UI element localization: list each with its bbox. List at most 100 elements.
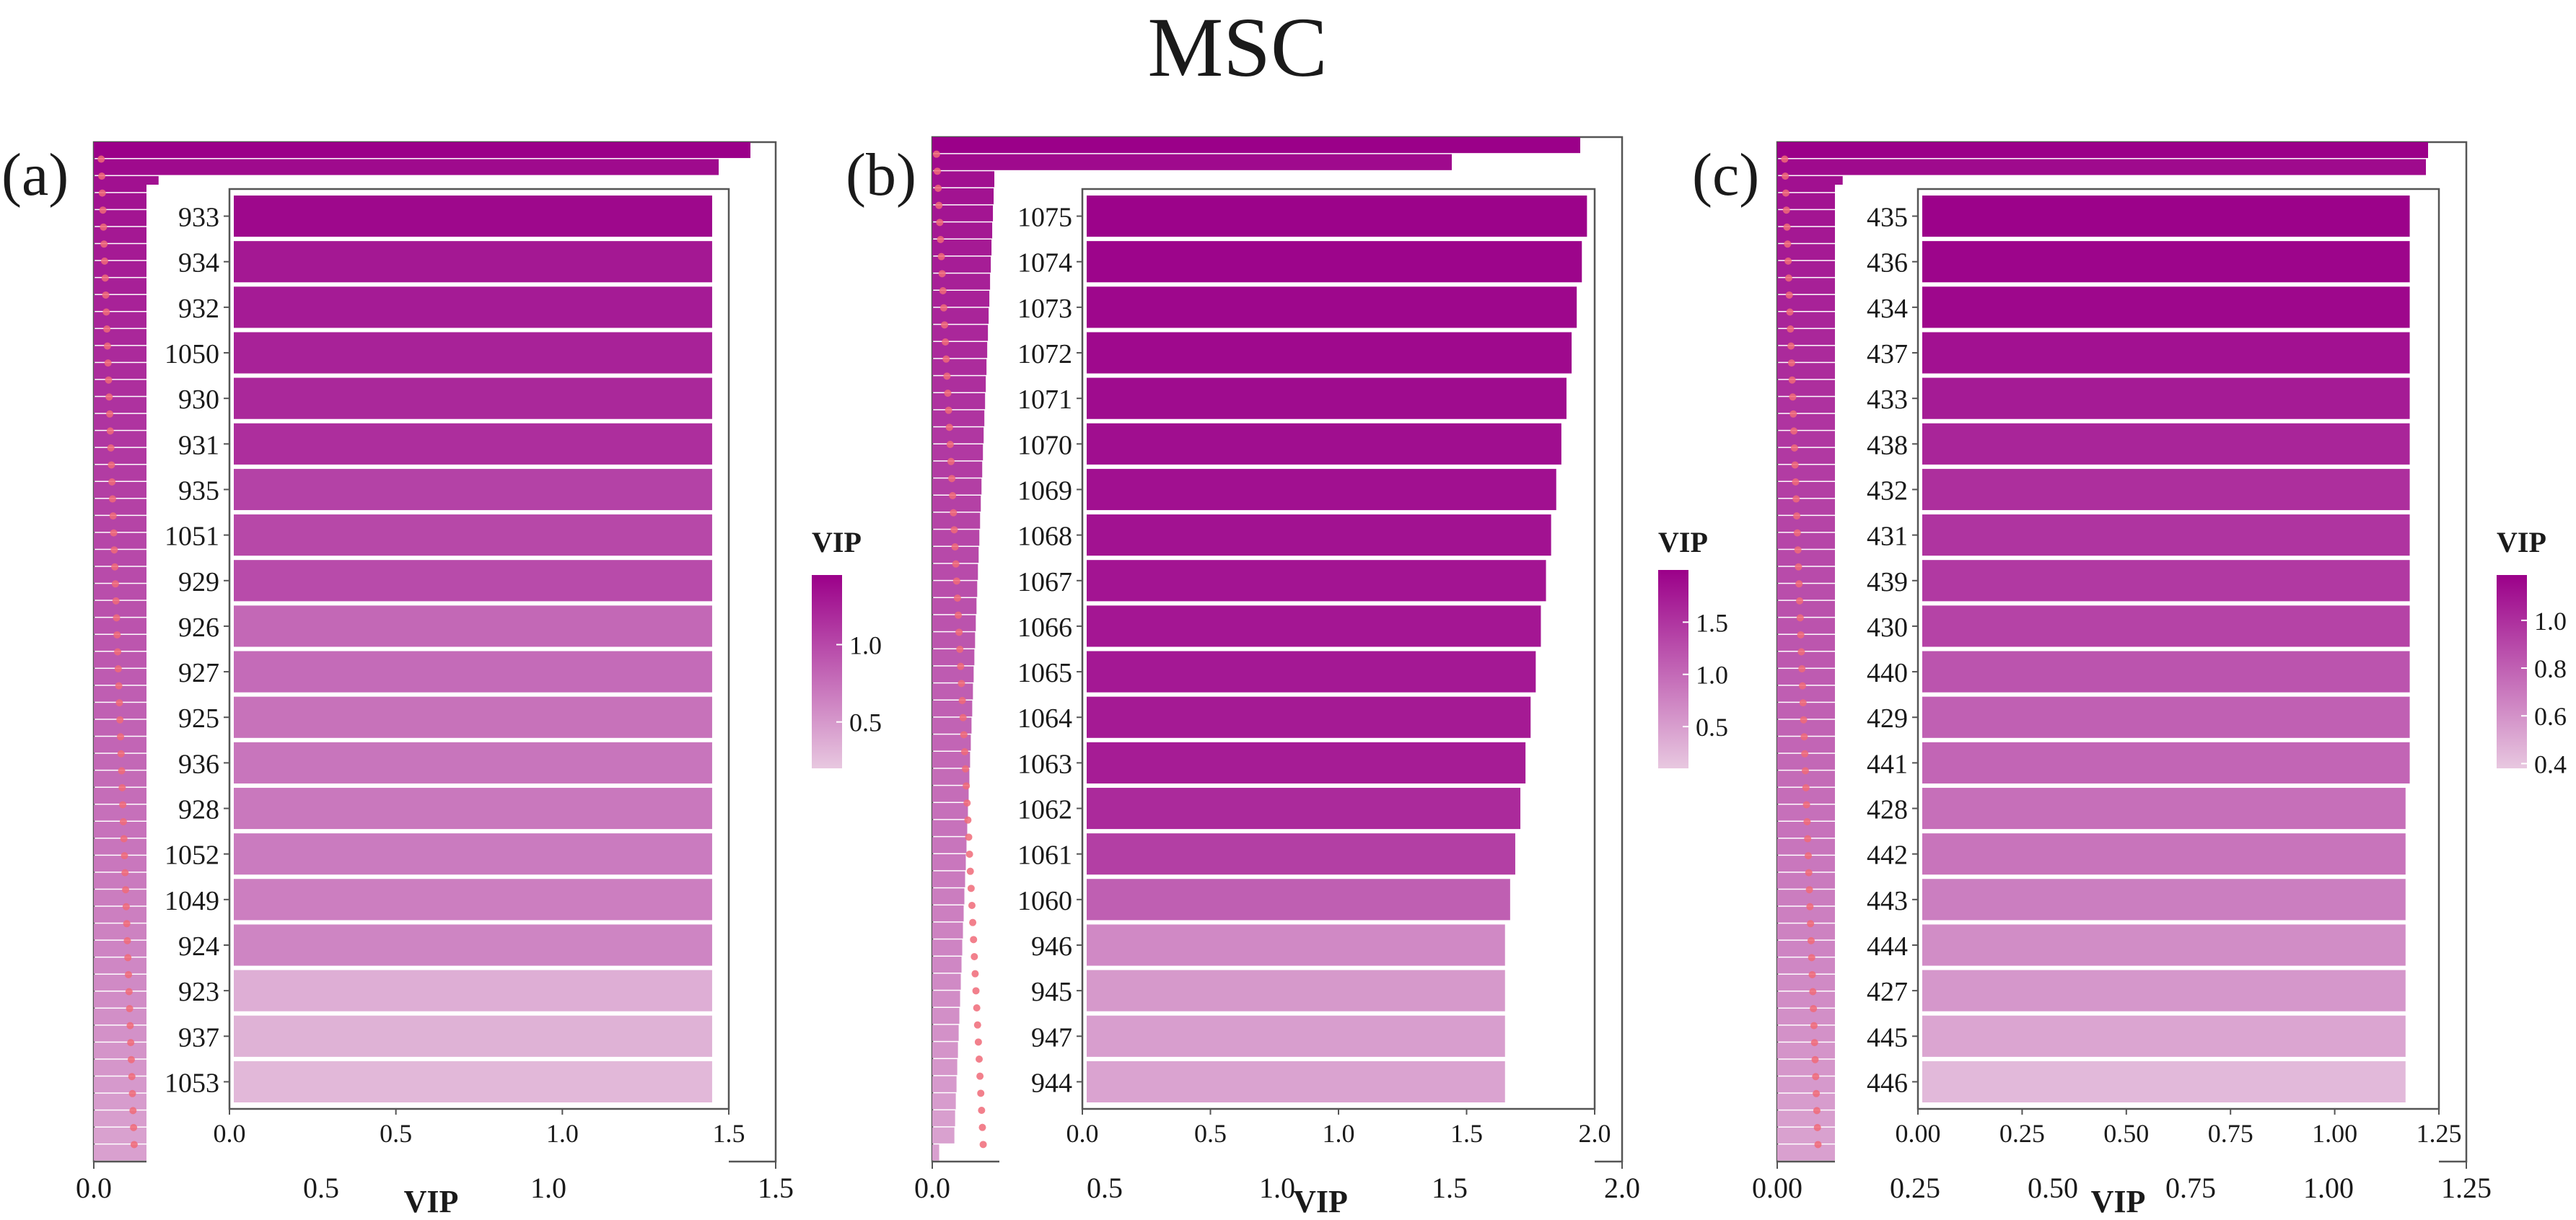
outer-bar [932, 888, 965, 905]
outer-dot [939, 287, 947, 294]
outer-bar [932, 188, 994, 205]
outer-dot [963, 782, 971, 790]
outer-dot [119, 818, 127, 825]
outer-dot [116, 716, 124, 724]
outer-dot [1793, 529, 1801, 537]
outer-dot [121, 852, 128, 860]
outer-bar [94, 737, 159, 753]
inset-bars [234, 196, 712, 1102]
y-tick-label: 1051 [165, 522, 219, 552]
outer-dot [120, 835, 128, 843]
outer-bar [94, 890, 159, 906]
outer-bar [1777, 974, 1843, 991]
outer-dot [1792, 495, 1800, 503]
outer-dot [117, 733, 125, 741]
y-tick-label: 430 [1867, 613, 1908, 643]
bar-427 [1922, 970, 2406, 1011]
outer-bar [932, 820, 968, 836]
outer-bars [932, 137, 1580, 1161]
y-tick-label: 923 [178, 977, 219, 1007]
outer-dot [1792, 478, 1800, 486]
outer-dot [1785, 291, 1793, 299]
outer-bar [94, 906, 159, 923]
outer-dot [111, 563, 119, 571]
legend-title: VIP [1658, 526, 1708, 558]
outer-dot [102, 291, 110, 299]
outer-dot [977, 1089, 985, 1097]
outer-dot [1808, 970, 1816, 978]
outer-bar [94, 940, 159, 957]
outer-dot [1793, 512, 1801, 520]
outer-dot [113, 614, 121, 622]
outer-bar [932, 342, 988, 359]
legend-title: VIP [2497, 526, 2546, 558]
outer-bar [94, 584, 159, 600]
y-tick-label: 1067 [1017, 567, 1072, 597]
outer-dot [1787, 359, 1795, 367]
outer-bar [94, 413, 159, 430]
outer-dot [128, 1089, 136, 1097]
outer-bar [94, 1110, 159, 1127]
outer-bar [932, 581, 978, 597]
outer-bar [932, 905, 964, 922]
outer-x-tick-label: 1.0 [1259, 1172, 1295, 1204]
outer-dot [1808, 954, 1815, 962]
outer-bar [1777, 771, 1843, 787]
y-tick-label: 1050 [165, 339, 219, 369]
outer-bar [932, 1042, 958, 1058]
outer-dot [946, 441, 954, 448]
inset-x-tick-label: 1.00 [2312, 1119, 2357, 1148]
outer-bar [94, 753, 159, 770]
panel-label: (c) [1692, 141, 1759, 209]
outer-dot [1794, 546, 1802, 554]
bar-1072 [1087, 332, 1572, 374]
outer-dot [1810, 1039, 1818, 1047]
x-axis-title: VIP [2091, 1184, 2146, 1219]
outer-bar [932, 154, 1452, 170]
outer-bar [932, 563, 978, 580]
outer-dot [99, 206, 107, 214]
outer-dot [1802, 784, 1810, 791]
y-tick-label: 936 [178, 749, 219, 779]
outer-dot [122, 903, 130, 910]
outer-dot [967, 885, 975, 892]
outer-bar [94, 1144, 149, 1161]
outer-dot [1797, 631, 1805, 638]
outer-dotted-line [97, 155, 138, 1149]
outer-dot [1791, 461, 1799, 469]
outer-bar [932, 222, 993, 239]
outer-dot [970, 936, 978, 944]
y-tick-label: 438 [1867, 430, 1908, 460]
outer-bar [932, 1008, 960, 1024]
outer-dot [119, 801, 127, 809]
outer-bar [932, 1024, 959, 1041]
outer-bar [94, 838, 159, 855]
bar-432 [1922, 468, 2410, 511]
outer-bar [1777, 260, 1843, 277]
outer-dot [938, 270, 946, 278]
outer-dot [959, 714, 967, 721]
inset-x-tick-label: 1.25 [2417, 1119, 2462, 1148]
outer-dot [98, 189, 106, 197]
y-tick-label: 1074 [1017, 248, 1072, 278]
outer-dot [1803, 818, 1811, 825]
outer-bar [1777, 923, 1843, 940]
outer-bar [1777, 566, 1843, 583]
outer-bar [932, 1110, 955, 1127]
outer-dot [1783, 223, 1791, 231]
outer-dotted-line [932, 150, 987, 1149]
outer-dot [1797, 648, 1805, 656]
outer-dot [1801, 750, 1809, 758]
outer-dotted-line [1781, 155, 1822, 1149]
bar-443 [1922, 879, 2406, 921]
bar-933 [234, 196, 712, 237]
outer-bar [932, 768, 970, 785]
outer-x-tick-label: 0.5 [1087, 1172, 1123, 1204]
outer-bar [932, 598, 977, 615]
outer-x-tick-label: 0.75 [2165, 1172, 2216, 1204]
outer-bar [932, 1093, 956, 1110]
outer-bar [1777, 379, 1843, 396]
outer-dot [943, 372, 951, 380]
outer-bar [94, 532, 159, 549]
